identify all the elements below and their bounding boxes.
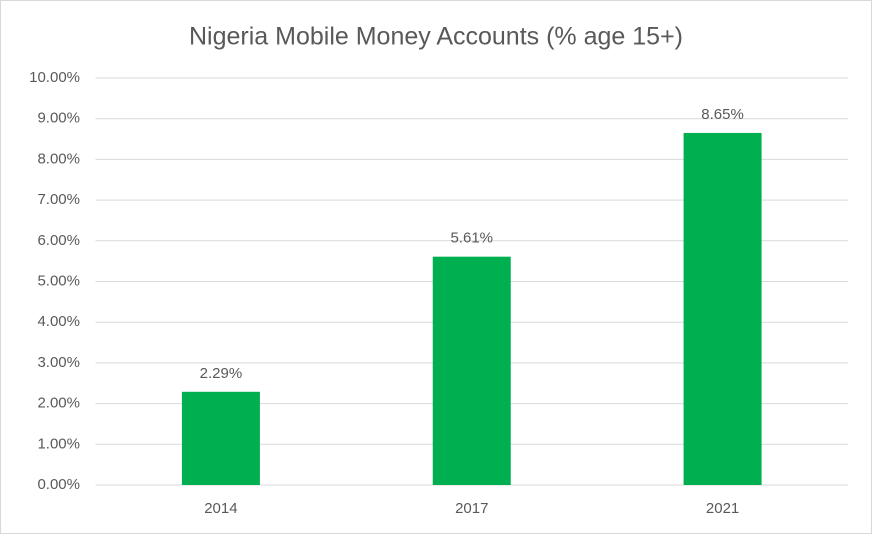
y-tick-label: 3.00% <box>37 354 80 371</box>
y-tick-label: 9.00% <box>37 110 80 127</box>
bar <box>432 256 511 485</box>
data-label: 5.61% <box>450 230 493 247</box>
y-tick-label: 8.00% <box>37 150 80 167</box>
x-tick-label: 2021 <box>706 500 739 517</box>
y-tick-label: 2.00% <box>37 395 80 412</box>
x-tick-label: 2017 <box>455 500 488 517</box>
y-tick-label: 4.00% <box>37 313 80 330</box>
y-tick-label: 7.00% <box>37 191 80 208</box>
x-tick-label: 2014 <box>204 500 237 517</box>
y-tick-label: 6.00% <box>37 232 80 249</box>
y-tick-label: 10.00% <box>29 69 80 86</box>
data-label: 2.29% <box>200 365 243 382</box>
data-label: 8.65% <box>701 106 744 123</box>
y-tick-label: 1.00% <box>37 435 80 452</box>
chart-title: Nigeria Mobile Money Accounts (% age 15+… <box>189 23 683 51</box>
y-tick-label: 0.00% <box>37 476 80 493</box>
bar <box>181 391 260 485</box>
bar <box>683 132 762 485</box>
y-tick-label: 5.00% <box>37 272 80 289</box>
